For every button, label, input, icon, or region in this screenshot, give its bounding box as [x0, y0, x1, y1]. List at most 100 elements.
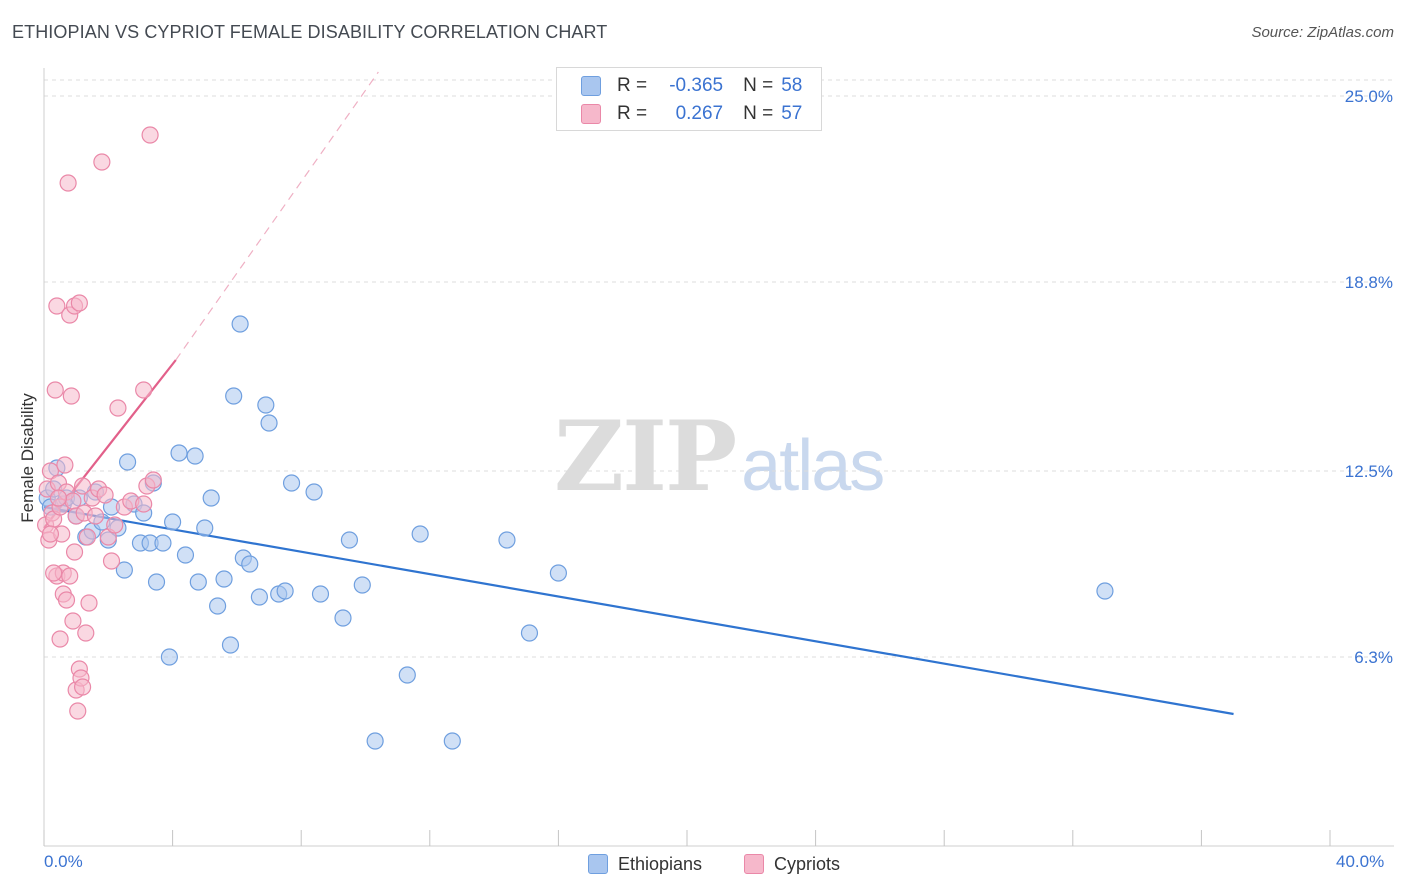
- point-cypriots: [73, 477, 92, 495]
- point-cypriots: [41, 525, 60, 543]
- point-ethiopians: [225, 387, 243, 405]
- bottom-legend-label: Ethiopians: [618, 853, 703, 874]
- legend-r-label: R =: [617, 75, 648, 96]
- y-tick-label: 12.5%: [1345, 462, 1393, 481]
- point-cypriots: [49, 489, 68, 507]
- point-ethiopians: [366, 732, 384, 750]
- point-cypriots: [48, 297, 66, 315]
- point-ethiopians: [276, 582, 294, 600]
- point-cypriots: [93, 153, 111, 171]
- point-ethiopians: [334, 609, 352, 627]
- point-ethiopians: [282, 474, 301, 492]
- point-ethiopians: [411, 525, 429, 543]
- y-tick-labels: 6.3% 12.5% 18.8% 25.0%: [1345, 87, 1393, 667]
- point-cypriots: [45, 564, 63, 582]
- point-cypriots: [65, 543, 84, 561]
- chart-title: ETHIOPIAN VS CYPRIOT FEMALE DISABILITY C…: [12, 22, 608, 42]
- point-ethiopians: [202, 489, 220, 507]
- point-cypriots: [57, 591, 76, 609]
- x-axis-min-label: 0.0%: [44, 852, 83, 871]
- point-cypriots: [135, 495, 153, 513]
- bottom-legend-cypriots[interactable]: Cypriots: [744, 852, 840, 876]
- y-tick-label: 18.8%: [1345, 273, 1393, 292]
- legend-swatch-blue: [588, 854, 608, 874]
- point-ethiopians: [209, 597, 227, 615]
- legend-swatch-pink: [581, 104, 601, 124]
- point-ethiopians: [305, 483, 323, 501]
- legend-r-label: R =: [617, 103, 648, 124]
- point-cypriots: [64, 612, 82, 630]
- point-ethiopians: [147, 573, 166, 591]
- point-ethiopians: [170, 444, 188, 462]
- point-ethiopians: [398, 666, 416, 684]
- point-ethiopians: [260, 414, 278, 432]
- y-tick-label: 25.0%: [1345, 87, 1393, 106]
- point-ethiopians: [340, 531, 359, 549]
- legend-row-cypriots: R = 0.267 N = 57: [581, 102, 802, 126]
- point-cypriots: [141, 126, 159, 144]
- point-ethiopians: [196, 519, 214, 537]
- trend-line-ethiopians: [43, 505, 1234, 716]
- point-ethiopians: [154, 534, 172, 552]
- point-ethiopians: [549, 564, 568, 582]
- point-cypriots: [109, 399, 127, 417]
- point-ethiopians: [257, 396, 275, 414]
- point-ethiopians: [241, 555, 259, 573]
- point-cypriots: [56, 456, 74, 474]
- point-cypriots: [80, 594, 98, 612]
- point-cypriots: [59, 174, 77, 192]
- point-ethiopians: [520, 624, 539, 642]
- point-cypriots: [78, 528, 97, 546]
- point-cypriots: [144, 471, 162, 489]
- point-cypriots: [73, 678, 92, 696]
- point-ethiopians: [311, 585, 330, 603]
- point-ethiopians: [115, 561, 133, 579]
- point-ethiopians: [443, 732, 461, 750]
- point-cypriots: [70, 294, 88, 312]
- legend-r-value: -0.365: [669, 75, 724, 96]
- point-ethiopians: [164, 513, 182, 531]
- legend-n-value: 57: [781, 103, 803, 124]
- point-ethiopians: [221, 636, 240, 654]
- legend-n-label: N =: [743, 103, 774, 124]
- legend-swatch-pink: [744, 854, 764, 874]
- point-ethiopians: [353, 576, 371, 594]
- point-cypriots: [102, 552, 121, 570]
- point-ethiopians: [189, 573, 207, 591]
- point-cypriots: [61, 567, 79, 585]
- source-label: Source: ZipAtlas.com: [1251, 24, 1394, 41]
- point-cypriots: [77, 624, 95, 642]
- correlation-legend: R = -0.365 N = 58 R = 0.267 N = 57: [556, 67, 822, 131]
- y-tick-label: 6.3%: [1354, 648, 1393, 667]
- trend-layer: [43, 71, 1234, 716]
- legend-n-label: N =: [743, 75, 774, 96]
- legend-n-value: 58: [781, 75, 803, 96]
- points-layer: [37, 126, 1114, 750]
- x-axis-max-label: 40.0%: [1336, 852, 1385, 871]
- point-cypriots: [106, 516, 124, 534]
- point-ethiopians: [176, 546, 195, 564]
- point-cypriots: [41, 462, 60, 480]
- point-cypriots: [62, 387, 80, 405]
- legend-r-value: 0.267: [675, 103, 724, 124]
- legend-swatch-blue: [581, 76, 601, 96]
- point-cypriots: [86, 507, 105, 525]
- bottom-legend-ethiopians[interactable]: Ethiopians: [588, 852, 702, 876]
- point-cypriots: [69, 702, 87, 720]
- point-ethiopians: [186, 447, 204, 465]
- legend-row-ethiopians: R = -0.365 N = 58: [581, 74, 802, 98]
- point-ethiopians: [498, 531, 516, 549]
- point-cypriots: [96, 486, 114, 504]
- trend-line-extension: [175, 71, 379, 361]
- point-cypriots: [46, 381, 64, 399]
- point-ethiopians: [118, 453, 137, 471]
- point-ethiopians: [250, 588, 269, 606]
- point-ethiopians: [160, 648, 178, 666]
- point-ethiopians: [231, 315, 249, 333]
- bottom-legend-label: Cypriots: [774, 853, 841, 874]
- point-cypriots: [51, 630, 69, 648]
- point-ethiopians: [1096, 582, 1114, 600]
- point-ethiopians: [215, 570, 233, 588]
- axis-layer: [43, 68, 1394, 847]
